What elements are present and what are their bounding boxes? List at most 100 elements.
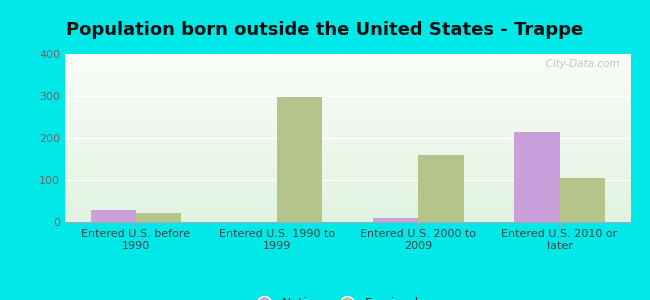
Bar (65, 129, 630, 130)
Bar (65, 99, 630, 100)
Text: Population born outside the United States - Trappe: Population born outside the United State… (66, 21, 584, 39)
Bar (65, 57, 630, 58)
Bar (65, 106, 630, 107)
Bar (65, 97, 630, 98)
Bar (65, 126, 630, 127)
Bar (65, 150, 630, 151)
Bar (65, 131, 630, 132)
Bar (65, 181, 630, 182)
Bar (65, 187, 630, 188)
Bar (65, 168, 630, 169)
Bar (65, 83, 630, 84)
Bar (65, 77, 630, 78)
Legend: Native, Foreign-born: Native, Foreign-born (247, 292, 448, 300)
Bar (65, 105, 630, 106)
Bar (65, 79, 630, 80)
Bar (65, 102, 630, 103)
Bar (65, 171, 630, 172)
Bar (65, 88, 630, 89)
Bar (65, 135, 630, 136)
Bar (65, 61, 630, 62)
Bar (65, 148, 630, 149)
Bar (65, 142, 630, 143)
Bar (65, 193, 630, 194)
Bar (65, 191, 630, 192)
Bar (65, 157, 630, 158)
Bar (65, 139, 630, 140)
Bar (65, 120, 630, 121)
Bar (65, 189, 630, 190)
Bar (65, 156, 630, 157)
Bar (65, 177, 630, 178)
Bar (65, 185, 630, 186)
Bar (65, 186, 630, 187)
Bar (65, 117, 630, 118)
Bar (65, 68, 630, 69)
Bar (65, 85, 630, 86)
Bar (65, 208, 630, 209)
Bar (65, 210, 630, 211)
Bar (65, 64, 630, 65)
Bar (65, 74, 630, 75)
Bar (65, 201, 630, 202)
Bar (65, 95, 630, 96)
Bar (91, 210, 136, 222)
Bar (65, 204, 630, 205)
Bar (65, 87, 630, 88)
Bar (65, 169, 630, 170)
Bar (65, 164, 630, 165)
Bar (65, 161, 630, 162)
Bar (65, 121, 630, 122)
Bar (65, 219, 630, 220)
Bar (65, 104, 630, 105)
Bar (65, 70, 630, 71)
Bar (65, 221, 630, 222)
Bar (65, 108, 630, 109)
Bar (65, 174, 630, 175)
Bar (65, 75, 630, 76)
Bar (65, 84, 630, 85)
Bar (65, 103, 630, 104)
Bar (65, 107, 630, 108)
Bar (65, 67, 630, 68)
Bar (65, 122, 630, 123)
Bar (136, 213, 181, 222)
Bar (65, 206, 630, 207)
Bar (65, 209, 630, 210)
Bar (65, 165, 630, 166)
Bar (65, 76, 630, 77)
Bar (65, 133, 630, 134)
Bar (560, 178, 604, 222)
Bar (65, 192, 630, 193)
Bar (65, 119, 630, 120)
Bar (65, 172, 630, 173)
Bar (65, 144, 630, 145)
Bar (65, 69, 630, 70)
Bar (65, 216, 630, 217)
Bar (65, 215, 630, 216)
Bar (65, 63, 630, 64)
Bar (65, 197, 630, 198)
Bar (65, 203, 630, 204)
Bar (65, 90, 630, 91)
Bar (65, 123, 630, 124)
Bar (65, 80, 630, 81)
Bar (65, 60, 630, 61)
Bar (65, 154, 630, 155)
Bar (65, 125, 630, 126)
Bar (65, 96, 630, 97)
Bar (65, 194, 630, 195)
Bar (65, 140, 630, 141)
Bar (65, 196, 630, 197)
Bar (65, 149, 630, 150)
Bar (65, 56, 630, 57)
Bar (65, 54, 630, 55)
Bar (65, 176, 630, 177)
Bar (65, 65, 630, 66)
Bar (65, 111, 630, 112)
Bar (65, 152, 630, 153)
Bar (65, 159, 630, 160)
Bar (65, 132, 630, 133)
Bar (373, 218, 419, 222)
Bar (65, 71, 630, 72)
